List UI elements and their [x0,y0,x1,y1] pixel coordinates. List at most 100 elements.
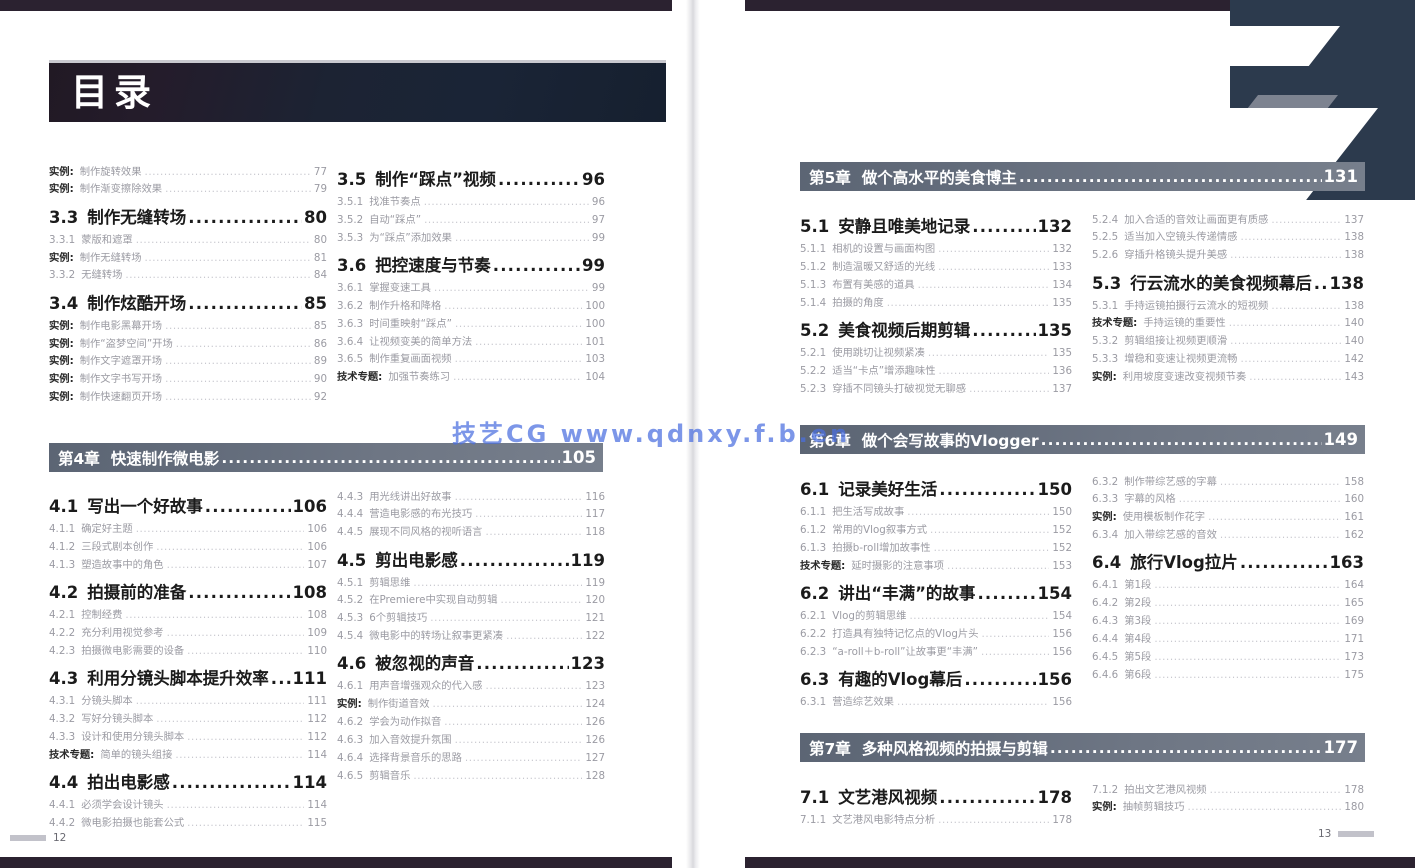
toc-subsection-entry[interactable]: 3.6.2 制作升格和降格............................… [337,300,605,312]
toc-subsection-entry[interactable]: 技术专题: 延时摄影的注意事项..........................… [800,560,1072,572]
toc-section-entry[interactable]: 6.2 讲出“丰满”的故事............................… [800,584,1072,604]
toc-subsection-entry[interactable]: 4.5.1 剪辑思维...............................… [337,577,605,589]
toc-subsection-entry[interactable]: 5.2.3 穿插不同镜头打破视觉无聊感......................… [800,383,1072,395]
chapter-banner-4[interactable]: 第4章 快速制作微电影 ............................… [49,443,603,472]
toc-subsection-entry[interactable]: 6.4.6 第6段................................… [1092,669,1364,681]
toc-subsection-entry[interactable]: 4.2.2 充分利用视觉参考...........................… [49,627,327,639]
chapter-banner-5[interactable]: 第5章 做个高水平的美食博主 .........................… [800,162,1365,191]
toc-subsection-entry[interactable]: 3.5.3 为“踩点”添加效果..........................… [337,232,605,244]
toc-section-entry[interactable]: 6.4 旅行Vlog拉片.............................… [1092,553,1364,573]
toc-section-entry[interactable]: 4.5 剪出电影感................................… [337,551,605,571]
toc-subsection-entry[interactable]: 5.2.6 穿插升格镜头提升美感.........................… [1092,249,1364,261]
toc-section-entry[interactable]: 3.3 制作无缝转场...............................… [49,208,327,228]
toc-subsection-entry[interactable]: 4.1.1 确定好主题..............................… [49,523,327,535]
toc-subsection-entry[interactable]: 实例: 制作旋转效果...............................… [49,166,327,178]
toc-subsection-entry[interactable]: 4.5.3 6个剪辑技巧.............................… [337,612,605,624]
toc-subsection-entry[interactable]: 5.1.2 制造温暖又舒适的光线.........................… [800,261,1072,273]
toc-subsection-entry[interactable]: 4.5.2 在Premiere中实现自动剪辑...................… [337,594,605,606]
toc-section-entry[interactable]: 3.4 制作炫酷开场...............................… [49,294,327,314]
toc-subsection-entry[interactable]: 5.1.3 布置有美感的道具...........................… [800,279,1072,291]
toc-subsection-entry[interactable]: 5.2.5 适当加入空镜头传递情感........................… [1092,231,1364,243]
toc-section-entry[interactable]: 6.1 记录美好生活...............................… [800,480,1072,500]
toc-subsection-entry[interactable]: 3.5.1 找准节奏点..............................… [337,196,605,208]
toc-section-entry[interactable]: 6.3 有趣的Vlog幕后............................… [800,670,1072,690]
toc-subsection-entry[interactable]: 4.6.5 剪辑音乐...............................… [337,770,605,782]
toc-subsection-entry[interactable]: 6.3.3 字幕的风格..............................… [1092,493,1364,505]
toc-subsection-entry[interactable]: 5.1.4 拍摄的角度..............................… [800,297,1072,309]
toc-subsection-entry[interactable]: 实例: 制作“盗梦空间”开场...........................… [49,338,327,350]
toc-subsection-entry[interactable]: 3.3.2 无缝转场...............................… [49,269,327,281]
chapter-banner-7[interactable]: 第7章 多种风格视频的拍摄与剪辑 .......................… [800,733,1365,762]
toc-subsection-entry[interactable]: 5.3.2 剪辑组接让视频更顺滑.........................… [1092,335,1364,347]
toc-subsection-entry[interactable]: 技术专题: 简单的镜头组接............................… [49,749,327,761]
toc-subsection-entry[interactable]: 4.2.3 拍摄微电影需要的设备.........................… [49,645,327,657]
toc-subsection-entry[interactable]: 7.1.2 拍出文艺港风视频...........................… [1092,784,1364,796]
toc-subsection-entry[interactable]: 5.2.1 使用跳切让视频紧凑..........................… [800,347,1072,359]
toc-subsection-entry[interactable]: 5.1.1 相机的设置与画面构图.........................… [800,243,1072,255]
toc-subsection-entry[interactable]: 6.4.5 第5段................................… [1092,651,1364,663]
toc-subsection-entry[interactable]: 实例: 利用坡度变速改变视频节奏.........................… [1092,371,1364,383]
toc-subsection-entry[interactable]: 6.2.2 打造具有独特记忆点的Vlog片头...................… [800,628,1072,640]
toc-section-entry[interactable]: 4.1 写出一个好故事..............................… [49,497,327,517]
toc-subsection-entry[interactable]: 5.3.1 手持运镜拍摄行云流水的短视频.....................… [1092,300,1364,312]
toc-subsection-entry[interactable]: 4.3.2 写好分镜头脚本............................… [49,713,327,725]
toc-subsection-entry[interactable]: 3.6.1 掌握变速工具.............................… [337,282,605,294]
toc-subsection-entry[interactable]: 实例: 抽帧剪辑技巧...............................… [1092,801,1364,813]
toc-section-entry[interactable]: 3.5 制作“踩点”视频.............................… [337,170,605,190]
toc-subsection-entry[interactable]: 实例: 制作电影黑幕开场.............................… [49,320,327,332]
toc-subsection-entry[interactable]: 6.1.1 把生活写成故事............................… [800,506,1072,518]
toc-section-entry[interactable]: 5.2 美食视频后期剪辑.............................… [800,321,1072,341]
toc-section-entry[interactable]: 4.2 拍摄前的准备...............................… [49,583,327,603]
chapter-banner-6[interactable]: 第6章 做个会写故事的Vlogger .....................… [800,425,1365,454]
toc-subsection-entry[interactable]: 4.4.4 营造电影感的布光技巧.........................… [337,508,605,520]
toc-subsection-entry[interactable]: 4.4.5 展现不同风格的视听语言........................… [337,526,605,538]
toc-subsection-entry[interactable]: 实例: 制作文字书写开场.............................… [49,373,327,385]
toc-subsection-entry[interactable]: 实例: 制作快速翻页开场.............................… [49,391,327,403]
toc-section-entry[interactable]: 4.6 被忽视的声音...............................… [337,654,605,674]
toc-subsection-entry[interactable]: 实例: 制作文字遮罩开场.............................… [49,355,327,367]
toc-subsection-entry[interactable]: 4.3.1 分镜头脚本..............................… [49,695,327,707]
toc-subsection-entry[interactable]: 技术专题: 加强节奏练习.............................… [337,371,605,383]
toc-subsection-entry[interactable]: 4.4.3 用光线讲出好故事...........................… [337,491,605,503]
toc-subsection-entry[interactable]: 6.4.1 第1段................................… [1092,579,1364,591]
toc-subsection-entry[interactable]: 4.6.4 选择背景音乐的思路..........................… [337,752,605,764]
toc-subsection-entry[interactable]: 6.1.2 常用的Vlog叙事方式........................… [800,524,1072,536]
toc-section-entry[interactable]: 5.1 安静且唯美地记录.............................… [800,217,1072,237]
toc-subsection-entry[interactable]: 4.2.1 控制经费...............................… [49,609,327,621]
toc-subsection-entry[interactable]: 6.4.4 第4段................................… [1092,633,1364,645]
toc-subsection-entry[interactable]: 4.5.4 微电影中的转场让叙事更紧凑......................… [337,630,605,642]
toc-subsection-entry[interactable]: 4.1.2 三段式剧本创作............................… [49,541,327,553]
toc-subsection-entry[interactable]: 4.1.3 塑造故事中的角色...........................… [49,559,327,571]
toc-subsection-entry[interactable]: 4.6.1 用声音增强观众的代入感........................… [337,680,605,692]
toc-subsection-entry[interactable]: 6.4.2 第2段................................… [1092,597,1364,609]
toc-subsection-entry[interactable]: 实例: 制作无缝转场...............................… [49,252,327,264]
toc-subsection-entry[interactable]: 6.2.1 Vlog的剪辑思维..........................… [800,610,1072,622]
toc-section-entry[interactable]: 4.3 利用分镜头脚本提升效率..........................… [49,669,327,689]
toc-subsection-entry[interactable]: 4.4.1 必须学会设计镜头...........................… [49,799,327,811]
toc-subsection-entry[interactable]: 6.1.3 拍摄b-roll增加故事性......................… [800,542,1072,554]
toc-subsection-entry[interactable]: 3.6.3 时间重映射“踩点”..........................… [337,318,605,330]
toc-subsection-entry[interactable]: 实例: 使用模板制作花字.............................… [1092,511,1364,523]
toc-subsection-entry[interactable]: 4.6.2 学会为动作拟音............................… [337,716,605,728]
toc-section-entry[interactable]: 4.4 拍出电影感................................… [49,773,327,793]
toc-subsection-entry[interactable]: 6.4.3 第3段................................… [1092,615,1364,627]
toc-subsection-entry[interactable]: 3.6.4 让视频变美的简单方法.........................… [337,336,605,348]
toc-section-entry[interactable]: 3.6 把控速度与节奏..............................… [337,256,605,276]
toc-subsection-entry[interactable]: 5.3.3 增稳和变速让视频更流畅........................… [1092,353,1364,365]
toc-subsection-entry[interactable]: 6.3.1 营造综艺效果.............................… [800,696,1072,708]
toc-subsection-entry[interactable]: 3.3.1 蒙版和遮罩..............................… [49,234,327,246]
toc-subsection-entry[interactable]: 6.3.2 制作带综艺感的字幕..........................… [1092,476,1364,488]
toc-subsection-entry[interactable]: 技术专题: 手持运镜的重要性...........................… [1092,317,1364,329]
toc-subsection-entry[interactable]: 实例: 制作渐变擦除效果.............................… [49,183,327,195]
toc-subsection-entry[interactable]: 6.2.3 “a-roll＋b-roll”让故事更“丰满”............… [800,646,1072,658]
toc-subsection-entry[interactable]: 3.5.2 自动“踩点”.............................… [337,214,605,226]
toc-subsection-entry[interactable]: 4.6.3 加入音效提升氛围...........................… [337,734,605,746]
toc-subsection-entry[interactable]: 4.3.3 设计和使用分镜头脚本.........................… [49,731,327,743]
toc-subsection-entry[interactable]: 7.1.1 文艺港风电影特点分析.........................… [800,814,1072,826]
toc-subsection-entry[interactable]: 6.3.4 加入带综艺感的音效..........................… [1092,529,1364,541]
toc-subsection-entry[interactable]: 3.6.5 制作重复画面视频...........................… [337,353,605,365]
toc-subsection-entry[interactable]: 4.4.2 微电影拍摄也能套公式.........................… [49,817,327,829]
toc-subsection-entry[interactable]: 实例: 制作街道音效...............................… [337,698,605,710]
toc-subsection-entry[interactable]: 5.2.2 适当“卡点”增添趣味性........................… [800,365,1072,377]
toc-subsection-entry[interactable]: 5.2.4 加入合适的音效让画面更有质感.....................… [1092,214,1364,226]
